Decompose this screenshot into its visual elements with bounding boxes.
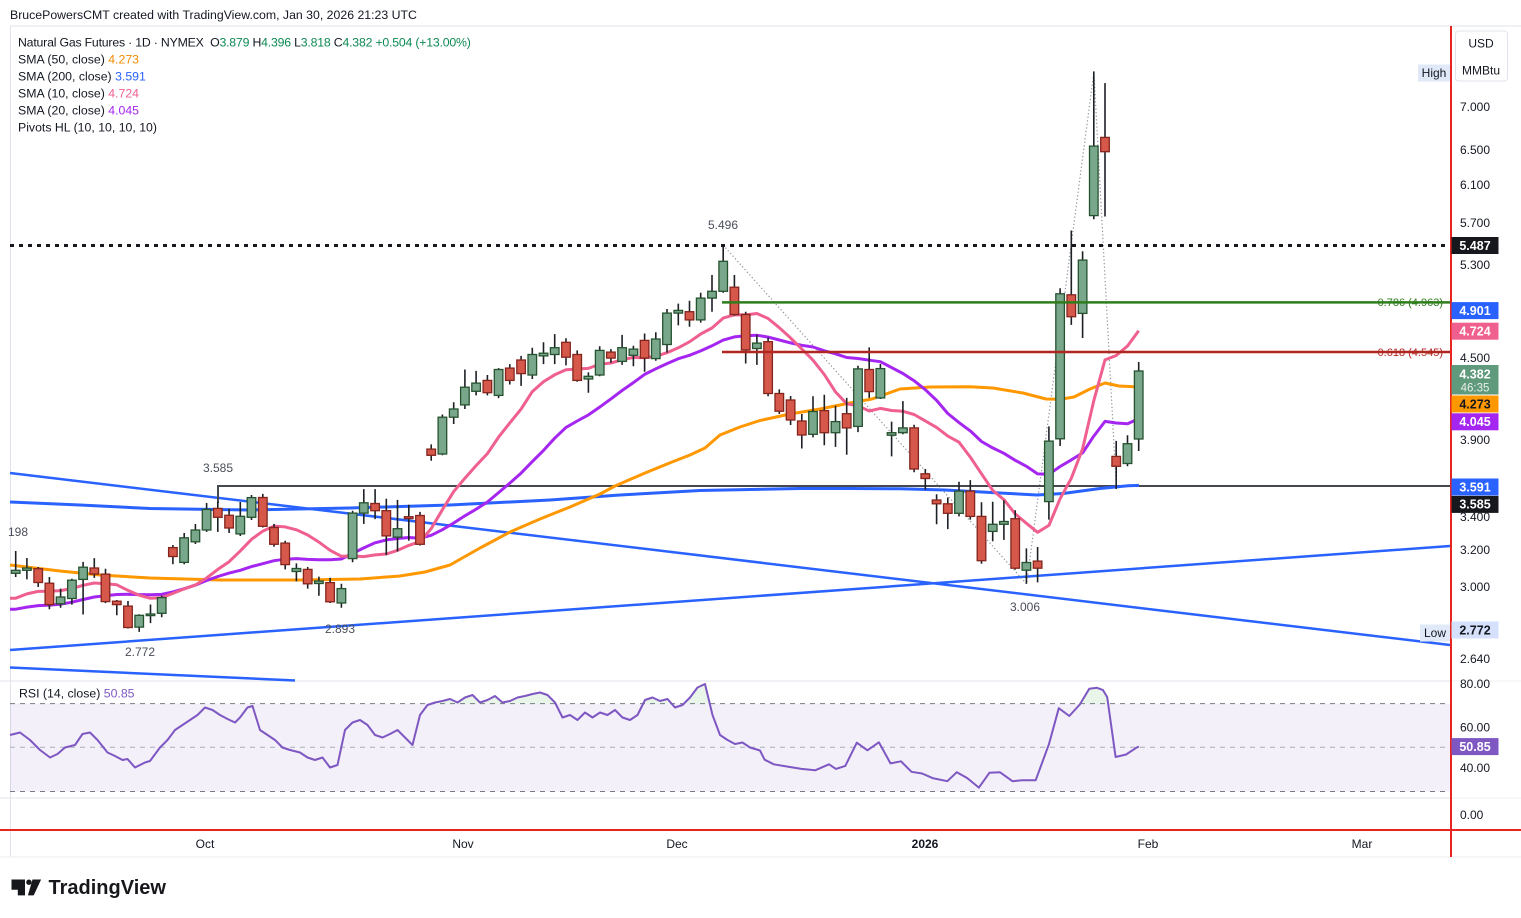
svg-text:5.300: 5.300 — [1460, 258, 1490, 272]
svg-text:MMBtu: MMBtu — [1462, 64, 1500, 78]
svg-text:60.00: 60.00 — [1460, 721, 1490, 735]
svg-text:3.585: 3.585 — [1459, 498, 1490, 512]
svg-text:5.700: 5.700 — [1460, 216, 1490, 230]
svg-text:2.640: 2.640 — [1460, 652, 1490, 666]
svg-text:4.382: 4.382 — [1459, 367, 1490, 381]
svg-text:5.496: 5.496 — [708, 218, 738, 232]
svg-text:2.772: 2.772 — [125, 645, 155, 659]
svg-text:3.585: 3.585 — [203, 461, 233, 475]
svg-text:SMA (50, close) 4.273: SMA (50, close) 4.273 — [18, 53, 139, 67]
svg-text:0.00: 0.00 — [1460, 808, 1484, 822]
svg-text:80.00: 80.00 — [1460, 677, 1490, 691]
svg-text:3.400: 3.400 — [1460, 510, 1490, 524]
svg-text:2.893: 2.893 — [325, 622, 355, 636]
svg-text:3.200: 3.200 — [1460, 543, 1490, 557]
svg-text:0.618 (4.545): 0.618 (4.545) — [1378, 347, 1443, 359]
svg-text:Mar: Mar — [1352, 837, 1373, 851]
svg-text:Dec: Dec — [666, 837, 687, 851]
svg-text:6.500: 6.500 — [1460, 143, 1490, 157]
svg-text:46:35: 46:35 — [1461, 382, 1490, 394]
svg-text:0.786 (4.963): 0.786 (4.963) — [1378, 297, 1443, 309]
svg-text:High: High — [1422, 66, 1447, 80]
svg-text:Oct: Oct — [196, 837, 215, 851]
svg-text:4.724: 4.724 — [1459, 325, 1490, 339]
svg-text:3.000: 3.000 — [1460, 580, 1490, 594]
svg-text:Pivots HL (10, 10, 10, 10): Pivots HL (10, 10, 10, 10) — [18, 121, 157, 135]
svg-text:Nov: Nov — [452, 837, 473, 851]
svg-text:50.85: 50.85 — [1459, 740, 1490, 754]
svg-text:7.000: 7.000 — [1460, 100, 1490, 114]
svg-text:TradingView: TradingView — [49, 877, 167, 899]
svg-text:6.100: 6.100 — [1460, 178, 1490, 192]
svg-text:SMA (200, close) 3.591: SMA (200, close) 3.591 — [18, 70, 146, 84]
svg-text:198: 198 — [8, 525, 28, 539]
svg-text:3.591: 3.591 — [1459, 480, 1490, 494]
svg-text:2026: 2026 — [912, 837, 939, 851]
svg-text:RSI (14, close) 50.85: RSI (14, close) 50.85 — [19, 687, 135, 701]
svg-text:4.901: 4.901 — [1459, 304, 1490, 318]
svg-text:3.900: 3.900 — [1460, 433, 1490, 447]
svg-text:SMA (10, close) 4.724: SMA (10, close) 4.724 — [18, 87, 139, 101]
svg-text:SMA (20, close) 4.045: SMA (20, close) 4.045 — [18, 104, 139, 118]
svg-text:4.273: 4.273 — [1459, 397, 1490, 411]
svg-text:3.006: 3.006 — [1010, 600, 1040, 614]
svg-text:Low: Low — [1424, 626, 1446, 640]
svg-text:4.045: 4.045 — [1459, 415, 1490, 429]
svg-text:Feb: Feb — [1138, 837, 1159, 851]
svg-text:BrucePowersCMT created with Tr: BrucePowersCMT created with TradingView.… — [10, 8, 417, 22]
svg-text:Natural Gas Futures · 1D · NYM: Natural Gas Futures · 1D · NYMEX O3.879 … — [18, 36, 471, 50]
svg-text:USD: USD — [1468, 37, 1494, 51]
svg-text:4.500: 4.500 — [1460, 351, 1490, 365]
svg-text:5.487: 5.487 — [1459, 239, 1490, 253]
svg-text:40.00: 40.00 — [1460, 761, 1490, 775]
svg-text:2.772: 2.772 — [1459, 623, 1490, 637]
